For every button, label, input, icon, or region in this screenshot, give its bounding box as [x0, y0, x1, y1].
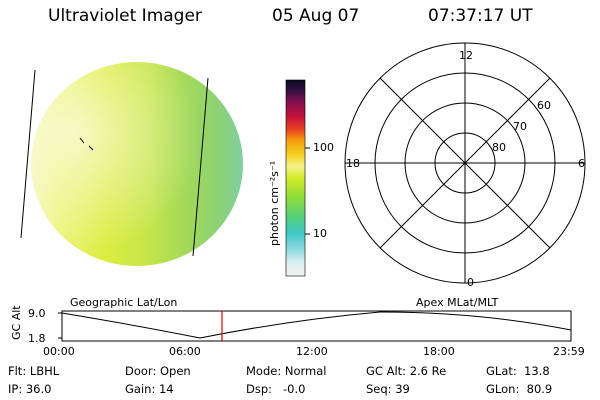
door-info: Door: Open	[125, 364, 191, 378]
date-label: 05 Aug 07	[272, 6, 360, 26]
orbit-track-right	[192, 77, 209, 257]
mlt-label-18: 18	[346, 157, 360, 170]
xtick-2359: 23:59	[553, 345, 585, 358]
colorbar-unit-label: photon cm⁻²s⁻¹	[268, 160, 281, 246]
uv-earth-disk	[20, 62, 243, 266]
dsp-info: Dsp: -0.0	[246, 382, 306, 396]
orbit-track-left	[20, 69, 36, 239]
altitude-curve	[61, 311, 572, 339]
mlt-label-0: 0	[467, 276, 474, 289]
seq-info: Seq: 39	[366, 382, 410, 396]
xtick-1200: 12:00	[296, 345, 328, 358]
xtick-0000: 00:00	[43, 345, 75, 358]
lat-label-80: 80	[492, 141, 506, 154]
colorbar-tick-100: 100	[313, 141, 334, 154]
geographic-label: Geographic Lat/Lon	[70, 296, 178, 309]
filter-info: Flt: LBHL	[8, 364, 60, 378]
glat-info: GLat: 13.8	[486, 364, 550, 378]
time-label: 07:37:17 UT	[428, 6, 533, 26]
apex-label: Apex MLat/MLT	[416, 296, 499, 309]
colorbar-tick-10: 10	[313, 227, 327, 240]
lat-label-70: 70	[513, 120, 527, 133]
mlt-label-12: 12	[459, 49, 473, 62]
mlt-label-6: 6	[578, 157, 585, 170]
gcalt-info: GC Alt: 2.6 Re	[366, 364, 447, 378]
ytick-9: 9.0	[28, 307, 46, 320]
xtick-0600: 06:00	[169, 345, 201, 358]
colorbar	[285, 79, 310, 277]
xtick-1800: 18:00	[423, 345, 455, 358]
glon-info: GLon: 80.9	[486, 382, 553, 396]
lat-label-60: 60	[537, 99, 551, 112]
altitude-plot	[58, 310, 572, 342]
mode-info: Mode: Normal	[246, 364, 327, 378]
polar-mlt-grid	[344, 42, 586, 284]
ytick-1-8: 1.8	[28, 332, 46, 345]
gc-alt-axis-label: GC Alt	[10, 305, 23, 340]
gain-info: Gain: 14	[125, 382, 174, 396]
ip-info: IP: 36.0	[8, 382, 52, 396]
instrument-title: Ultraviolet Imager	[48, 6, 202, 26]
